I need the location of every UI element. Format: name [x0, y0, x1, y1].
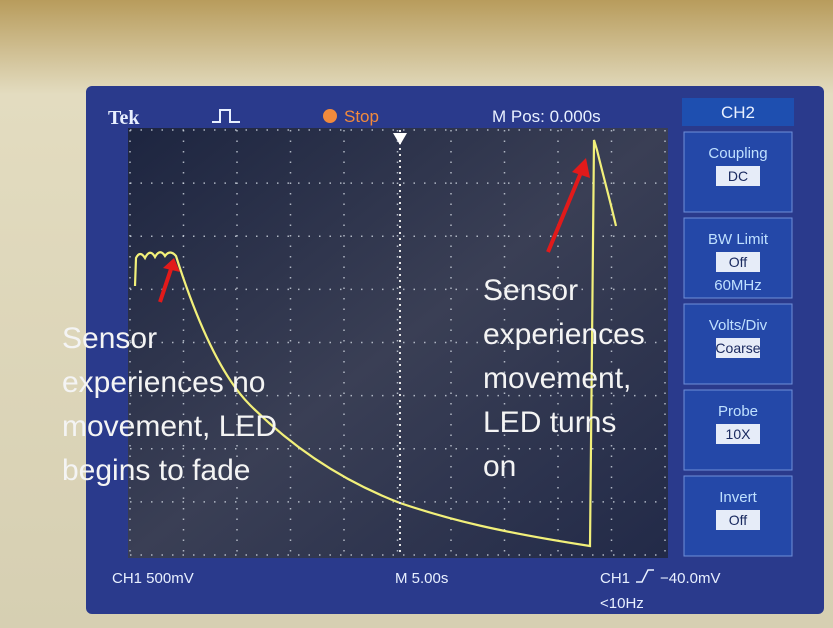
body: {"header": {"brand": "Tek", "status": "S…	[0, 0, 833, 628]
status: Stop	[344, 107, 379, 126]
frequency: <10Hz	[600, 595, 644, 612]
annotation-line: begins to fade	[62, 454, 250, 487]
annotation-line: experiences no	[62, 366, 265, 399]
menu-item-label: Volts/Div	[709, 317, 768, 334]
oscilloscope-photo: Tek Stop M Pos: 0.000s CH2 Coupling DC BW …	[0, 0, 833, 628]
menu-title: CH2	[721, 103, 755, 122]
menu-item-value: DC	[728, 168, 748, 184]
menu-item-label: Probe	[718, 403, 758, 420]
timebase: M 5.00s	[395, 570, 448, 587]
annotation-line: movement, LED	[62, 410, 277, 443]
menu-item-value: Off	[729, 512, 748, 528]
menu-item-value: Off	[729, 254, 748, 270]
menu-item-value: 10X	[726, 426, 752, 442]
menu-item-label: Coupling	[708, 145, 767, 162]
page: Oscilloscope html, body { margin: 0; pad…	[0, 0, 833, 628]
trigger-source: CH1	[600, 570, 630, 587]
annotation-line: Sensor	[483, 274, 578, 307]
annotation-line: on	[483, 450, 516, 483]
menu-item-label: Invert	[719, 489, 757, 506]
annotation-line: Sensor	[62, 322, 157, 355]
channel-scale: CH1 500mV	[112, 570, 194, 587]
menu-item-label: BW Limit	[708, 231, 769, 248]
position: M Pos: 0.000s	[492, 107, 601, 126]
trigger-level: −40.0mV	[660, 570, 720, 587]
menu-item-extra: 60MHz	[714, 277, 762, 294]
menu-item-value: Coarse	[715, 340, 760, 356]
annotation-line: movement,	[483, 362, 631, 395]
brand: Tek	[108, 107, 140, 129]
status-dot	[323, 109, 337, 123]
annotation-line: LED turns	[483, 406, 616, 439]
annotation-line: experiences	[483, 318, 645, 351]
menu: Coupling DC BW Limit Off 60MHz Volts/Div Coars…	[684, 132, 792, 556]
